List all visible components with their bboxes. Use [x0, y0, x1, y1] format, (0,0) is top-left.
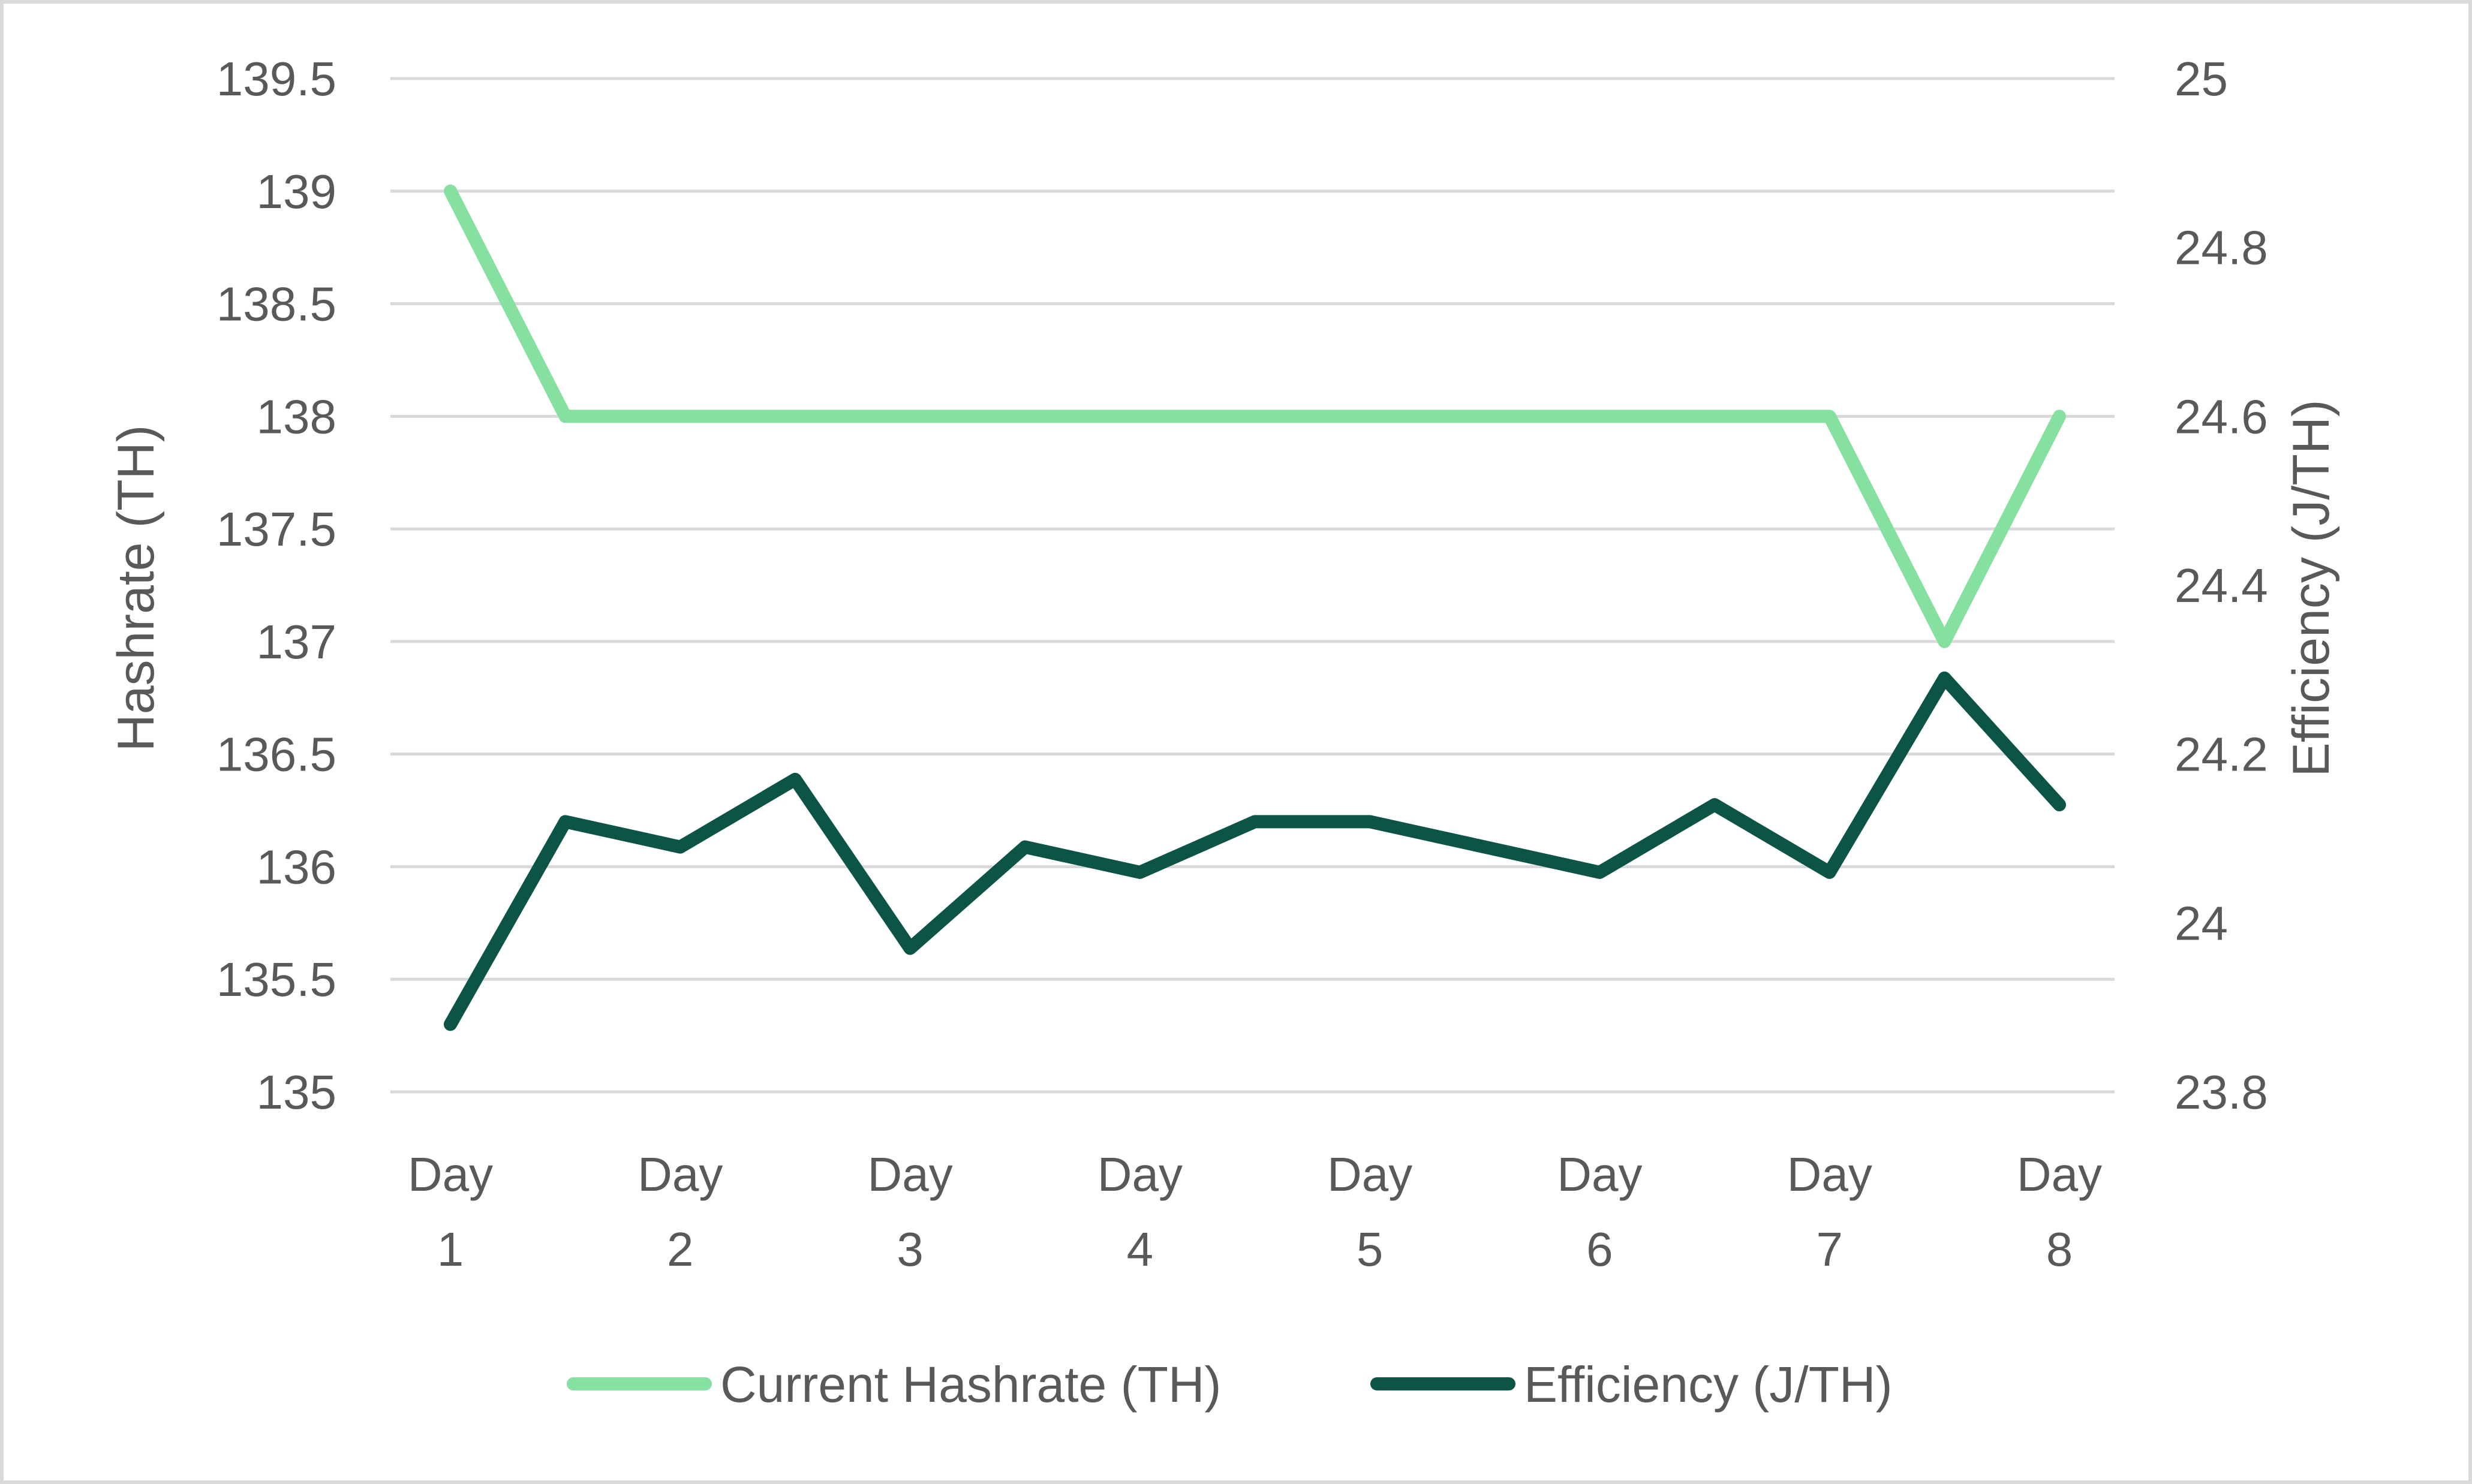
x-tick-label: 6	[1586, 1223, 1613, 1276]
efficiency-point	[679, 845, 682, 848]
efficiency-point	[564, 820, 567, 823]
y-tick-label: 136	[257, 840, 336, 893]
line-chart: 135135.5136136.5137137.5138138.5139139.5…	[107, 52, 2340, 1413]
gridlines	[390, 77, 2115, 1094]
legend-label-efficiency: Efficiency (J/TH)	[1524, 1356, 1893, 1413]
x-axis-ticks: Day 1 Day 2 Day 3 Day 4 Day 5 Day 6 Day 7 Day 8	[408, 1148, 2102, 1276]
y-tick-label: 139	[257, 165, 336, 218]
hashrate-point	[1024, 415, 1027, 418]
hashrate-point	[1713, 415, 1716, 418]
x-tick-label: Day	[637, 1148, 723, 1201]
efficiency-point	[1598, 871, 1601, 874]
x-tick-label: Day	[1557, 1148, 1642, 1201]
legend: Current Hashrate (TH) Efficiency (J/TH)	[567, 1356, 1893, 1413]
hashrate-point	[1369, 415, 1372, 418]
y-tick-label: 138	[257, 390, 336, 443]
y-tick-label: 136.5	[216, 728, 336, 781]
efficiency-point	[1943, 676, 1946, 679]
x-tick-label: 3	[897, 1223, 924, 1276]
efficiency-point	[909, 947, 912, 950]
efficiency-point	[1369, 820, 1372, 823]
efficiency-point	[1138, 871, 1141, 874]
efficiency-point	[793, 778, 796, 781]
y-tick-label: 138.5	[216, 278, 336, 331]
y2-tick-label: 24	[2175, 896, 2228, 950]
efficiency-point	[1483, 845, 1486, 848]
hashrate-point	[1253, 415, 1256, 418]
efficiency-point	[2058, 803, 2061, 806]
hashrate-point	[449, 189, 452, 192]
y-axis-right-ticks: 23.8 24 24.2 24.4 24.6 24.8 25	[2175, 52, 2268, 1119]
hashrate-point	[564, 415, 567, 418]
series-lines	[444, 184, 2066, 1031]
y-tick-label: 139.5	[216, 52, 336, 106]
y2-tick-label: 25	[2175, 52, 2228, 106]
x-tick-label: Day	[1787, 1148, 1872, 1201]
hashrate-point	[909, 415, 912, 418]
hashrate-point	[1828, 415, 1831, 418]
hashrate-point	[2058, 415, 2061, 418]
y-axis-left-title: Hashrate (TH)	[107, 425, 165, 752]
x-tick-label: 4	[1127, 1223, 1154, 1276]
x-tick-label: Day	[867, 1148, 952, 1201]
y2-tick-label: 23.8	[2175, 1065, 2268, 1119]
hashrate-point	[793, 415, 796, 418]
hashrate-point	[1483, 415, 1486, 418]
y-tick-label: 137	[257, 615, 336, 669]
efficiency-point	[1253, 820, 1256, 823]
y-axis-right-title: Efficiency (J/TH)	[2282, 399, 2340, 776]
y-axis-left-ticks: 135 135.5 136 136.5 137 137.5 138 138.5 139 139.5	[216, 52, 336, 1119]
y2-tick-label: 24.2	[2175, 728, 2268, 781]
series-line-efficiency	[444, 671, 2066, 1031]
y-tick-label: 135.5	[216, 953, 336, 1006]
y2-tick-label: 24.8	[2175, 221, 2268, 275]
x-tick-label: 8	[2046, 1223, 2073, 1276]
x-tick-label: Day	[1327, 1148, 1412, 1201]
x-tick-label: 7	[1816, 1223, 1843, 1276]
x-tick-label: 2	[667, 1223, 694, 1276]
efficiency-point	[1828, 871, 1831, 874]
hashrate-point	[1598, 415, 1601, 418]
x-tick-label: 5	[1357, 1223, 1384, 1276]
x-tick-label: Day	[2017, 1148, 2102, 1201]
y-tick-label: 137.5	[216, 502, 336, 556]
efficiency-point	[1024, 845, 1027, 848]
x-tick-label: Day	[408, 1148, 493, 1201]
legend-label-hashrate: Current Hashrate (TH)	[720, 1356, 1222, 1413]
hashrate-point	[679, 415, 682, 418]
hashrate-point	[1943, 640, 1946, 643]
hashrate-point	[1138, 415, 1141, 418]
y-tick-label: 135	[257, 1065, 336, 1119]
y2-tick-label: 24.4	[2175, 559, 2268, 612]
efficiency-point	[449, 1023, 452, 1026]
y2-tick-label: 24.6	[2175, 390, 2268, 443]
x-tick-label: Day	[1097, 1148, 1183, 1201]
efficiency-point	[1713, 803, 1716, 806]
x-tick-label: 1	[437, 1223, 464, 1276]
